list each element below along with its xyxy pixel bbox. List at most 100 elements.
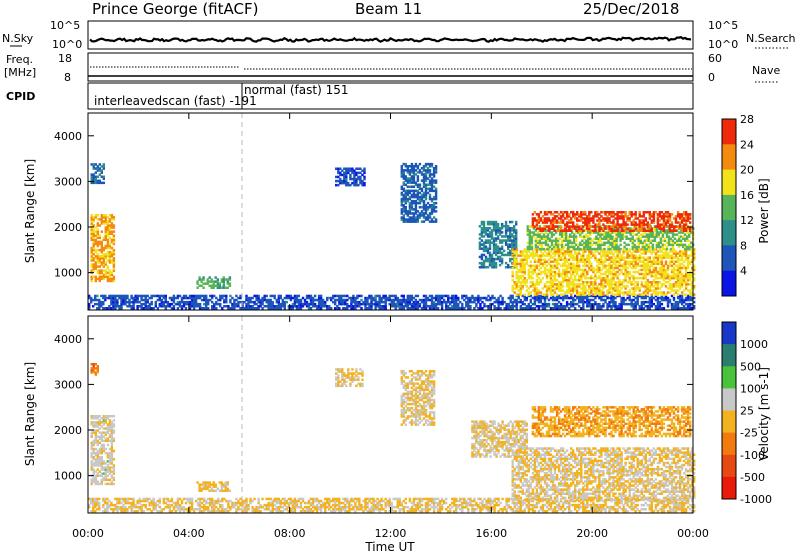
data-cell [542, 252, 544, 255]
data-cell [626, 250, 628, 253]
data-cell [314, 295, 316, 298]
data-cell [663, 297, 665, 300]
nsky-label: N.Sky [2, 32, 34, 45]
data-cell [554, 215, 556, 218]
data-cell [530, 291, 532, 294]
nsearch-tick-bottom: 10^0 [708, 38, 738, 51]
data-cell [663, 291, 665, 294]
freq-tick-bottom: 8 [64, 71, 71, 84]
data-cell [419, 206, 421, 209]
data-cell [431, 198, 433, 201]
data-cell [637, 281, 639, 284]
data-cell [419, 212, 421, 215]
data-cell [347, 168, 349, 171]
data-cell [529, 229, 531, 232]
data-cell [626, 271, 628, 274]
data-cell [566, 301, 568, 304]
data-cell [359, 176, 361, 179]
data-cell [626, 297, 628, 300]
data-cell [272, 301, 274, 304]
data-cell [113, 235, 115, 238]
data-cell [601, 238, 603, 241]
data-cell [93, 257, 95, 260]
data-cell [530, 275, 532, 278]
data-cell [481, 243, 483, 246]
data-cell [524, 293, 526, 296]
data-cell [501, 231, 503, 234]
data-cell [405, 206, 407, 209]
data-cell [435, 188, 437, 191]
data-cell [675, 261, 677, 264]
data-cell [431, 204, 433, 207]
data-cell [574, 307, 576, 310]
data-cell [530, 261, 532, 264]
data-cell [614, 223, 616, 226]
data-cell [614, 213, 616, 216]
data-cell [360, 307, 362, 310]
data-cell [614, 250, 616, 253]
data-cell [201, 295, 203, 298]
data-cell [105, 245, 107, 248]
data-cell [93, 276, 95, 279]
data-cell [334, 295, 336, 298]
data-cell [363, 168, 365, 171]
data-cell [310, 295, 312, 298]
freq-strip: Freq. [MHz] 18 8 60 0 Nave [4, 52, 780, 84]
data-cell [675, 225, 677, 228]
data-cell [687, 303, 689, 306]
data-cell [602, 283, 604, 286]
data-cell [395, 303, 397, 306]
data-cell [530, 305, 532, 308]
data-cell [215, 280, 217, 283]
data-cell [566, 295, 568, 298]
data-cell [359, 168, 361, 171]
data-cell [512, 271, 514, 274]
data-cell [481, 221, 483, 224]
data-cell [215, 307, 217, 310]
data-cell [578, 219, 580, 222]
data-cell [105, 261, 107, 264]
data-cell [501, 246, 503, 249]
data-cell [419, 169, 421, 172]
data-cell [669, 299, 671, 302]
data-cell [431, 163, 433, 166]
data-cell [590, 225, 592, 228]
data-cell [651, 281, 653, 284]
data-cell [626, 267, 628, 270]
data-cell [689, 221, 691, 224]
data-cell [530, 299, 532, 302]
data-cell [298, 295, 300, 298]
data-cell [94, 303, 96, 306]
data-cell [542, 293, 544, 296]
data-cell [554, 303, 556, 306]
data-cell [675, 301, 677, 304]
cpid-label: CPID [6, 90, 35, 103]
data-cell [382, 301, 384, 304]
data-cell [512, 295, 514, 298]
beam-label: Beam 11 [355, 0, 422, 18]
data-cell [602, 228, 604, 231]
data-cell [435, 218, 437, 221]
data-cell [518, 285, 520, 288]
data-cell [497, 223, 499, 226]
data-cell [554, 225, 556, 228]
data-cell [554, 283, 556, 286]
data-cell [457, 297, 459, 300]
data-cell [566, 265, 568, 268]
data-cell [407, 198, 409, 201]
nsearch-label: N.Search [746, 32, 796, 45]
data-cell [113, 230, 115, 233]
data-cell [578, 275, 580, 278]
data-cell [93, 173, 95, 176]
data-cell [625, 244, 627, 247]
data-cell [625, 248, 627, 251]
cpid-entry-2: normal (fast) 151 [244, 83, 348, 97]
data-cell [572, 221, 574, 224]
data-cell [582, 230, 584, 233]
data-cell [566, 230, 568, 233]
data-cell [479, 297, 481, 300]
data-cell [479, 303, 481, 306]
data-cell [554, 230, 556, 233]
data-cell [578, 291, 580, 294]
data-cell [116, 295, 118, 298]
